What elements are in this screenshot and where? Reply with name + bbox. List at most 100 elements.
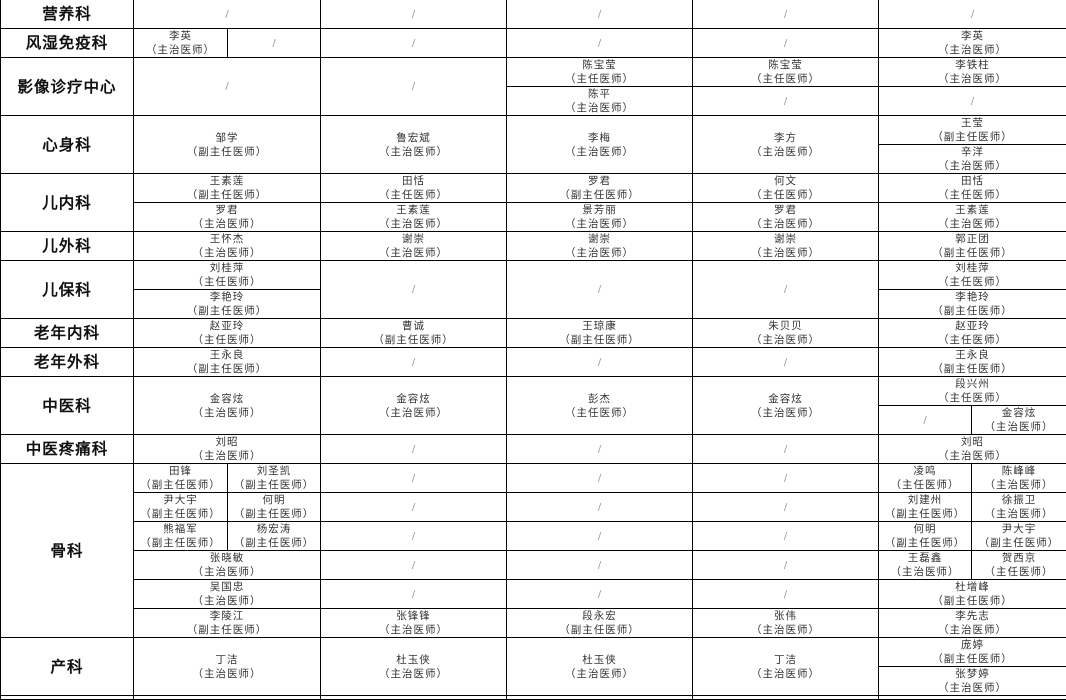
empty-slot-cell: / bbox=[692, 347, 879, 377]
doctor-name: 鲁宏斌 bbox=[396, 131, 431, 144]
doctor-cell: 王磊鑫 （主治医师） bbox=[878, 550, 972, 580]
empty-slot-cell: / bbox=[506, 347, 693, 377]
empty-slot-cell: / bbox=[692, 0, 879, 29]
doctor-title: （主治医师） bbox=[751, 667, 820, 680]
doctor-title: （主任医师） bbox=[192, 276, 262, 288]
doctor-cell: 谢崇 （主治医师） bbox=[692, 231, 879, 261]
table-row: 辛洋 （主治医师） bbox=[1, 144, 1066, 174]
doctor-name: 李先志 bbox=[955, 610, 990, 622]
doctor-name: 谢崇 bbox=[402, 233, 425, 245]
empty-slot-mark: / bbox=[597, 530, 602, 542]
table-row: 骨科 田锋 （副主任医师） 刘圣凯 （副主任医师） / / / 凌鸣 （主任医师） 陈峰峰 （主治医师… bbox=[0, 463, 1066, 638]
doctor-title: （主治医师） bbox=[751, 624, 820, 636]
department-name: 儿内科 bbox=[0, 173, 134, 232]
doctor-name: 段兴州 bbox=[955, 378, 990, 390]
empty-slot-cell: / bbox=[692, 434, 879, 464]
doctor-cell: 杜玉侠 （主治医师） bbox=[506, 637, 693, 696]
empty-slot-mark: / bbox=[783, 501, 788, 513]
doctor-cell: 李梅 （主治医师） bbox=[506, 115, 693, 174]
doctor-title: （副主任医师） bbox=[932, 131, 1013, 143]
doctor-name: 田锋 bbox=[169, 465, 192, 477]
empty-slot-cell: / bbox=[320, 579, 507, 609]
doctor-title: （主任医师） bbox=[938, 334, 1007, 346]
empty-slot-cell: / bbox=[506, 521, 693, 551]
doctor-cell: 庞婷 （副主任医师） bbox=[878, 637, 1066, 667]
doctor-name: 刘昭 bbox=[961, 436, 984, 448]
doctor-name: 金容炫 bbox=[1001, 407, 1037, 419]
table-row: 吴国忠 （主治医师） / / / 杜增峰 （副主任医师） bbox=[1, 579, 1066, 609]
doctor-cell: 景芳丽 （主治医师） bbox=[506, 202, 693, 232]
doctor-name: 丁洁 bbox=[774, 653, 797, 666]
doctor-cell: 王永良 （副主任医师） bbox=[133, 347, 321, 377]
doctor-title: （主治医师） bbox=[146, 44, 215, 56]
doctor-title: （副主任医师） bbox=[559, 624, 640, 636]
doctor-cell: 刘圣凯 （副主任医师） bbox=[227, 463, 321, 493]
doctor-cell: 李方 （主治医师） bbox=[692, 115, 879, 174]
doctor-name: 李陵江 bbox=[209, 610, 245, 622]
empty-slot-cell: / bbox=[506, 0, 693, 29]
doctor-name: 丁洁 bbox=[215, 653, 239, 666]
doctor-name: 彭杰 bbox=[588, 392, 611, 405]
doctor-name: 赵亚玲 bbox=[955, 320, 990, 332]
doctor-name: 谢崇 bbox=[774, 233, 797, 245]
doctor-cell: 刘建州 （副主任医师） bbox=[878, 492, 972, 522]
doctor-name: 谢崇 bbox=[588, 233, 611, 245]
doctor-cell: 金容炫 （主治医师） bbox=[692, 376, 879, 435]
doctor-name: 王磊鑫 bbox=[907, 552, 943, 564]
empty-slot-mark: / bbox=[783, 588, 788, 600]
doctor-name: 李梅 bbox=[588, 131, 611, 144]
doctor-name: 刘桂萍 bbox=[209, 262, 245, 274]
doctor-name: 王莹 bbox=[961, 117, 984, 129]
doctor-cell: 何明 （副主任医师） bbox=[227, 492, 321, 522]
empty-slot-cell: / bbox=[506, 434, 693, 464]
empty-slot-cell: / bbox=[878, 0, 1066, 29]
empty-slot-cell: / bbox=[320, 260, 507, 319]
empty-slot-cell: / bbox=[692, 28, 879, 58]
department-name: 老年外科 bbox=[0, 347, 134, 377]
doctor-cell: 王素莲 （主治医师） bbox=[878, 202, 1066, 232]
doctor-cell: 辛洋 （主治医师） bbox=[878, 144, 1066, 174]
table-row: 影像诊疗中心 / / 陈宝莹 （主任医师） 陈宝莹 （主任医师） 李铁柱 （主治医师） bbox=[0, 57, 1066, 116]
doctor-name: 罗君 bbox=[215, 204, 239, 216]
doctor-name: 徐振卫 bbox=[1001, 494, 1037, 506]
doctor-cell: 杨宏涛 （副主任医师） bbox=[227, 521, 321, 551]
doctor-title: （副主任医师） bbox=[186, 189, 268, 201]
doctor-name: 金容炫 bbox=[209, 392, 245, 405]
table-row-partial bbox=[0, 695, 1066, 700]
doctor-cell: 朱贝贝 （主治医师） bbox=[692, 318, 879, 348]
empty-slot-mark: / bbox=[783, 472, 788, 484]
doctor-cell: 熊福军 （副主任医师） bbox=[133, 521, 228, 551]
doctor-title: （主治医师） bbox=[938, 450, 1007, 462]
doctor-name: 陈平 bbox=[588, 88, 611, 100]
partial-cell bbox=[0, 695, 134, 700]
department-name: 风湿免疫科 bbox=[0, 28, 134, 58]
department-name: 老年内科 bbox=[0, 318, 134, 348]
doctor-cell: 尹大宇 （副主任医师） bbox=[133, 492, 228, 522]
doctor-title: （副主任医师） bbox=[932, 363, 1013, 375]
doctor-name: 杜玉侠 bbox=[396, 653, 431, 666]
empty-slot-cell: / bbox=[506, 550, 693, 580]
doctor-cell: 陈平 （主治医师） bbox=[506, 86, 693, 116]
empty-slot-mark: / bbox=[597, 356, 602, 368]
doctor-name: 杜增峰 bbox=[955, 581, 990, 593]
doctor-name: 刘圣凯 bbox=[256, 465, 292, 477]
doctor-name: 赵亚玲 bbox=[209, 320, 245, 332]
table-row: 儿内科 王素莲 （副主任医师） 田恬 （主任医师） 罗君 （副主任医师） 何文 （主任医师） 田恬… bbox=[0, 173, 1066, 232]
table-row: 张梦婷 （主治医师） bbox=[1, 666, 1066, 696]
doctor-title: （主治医师） bbox=[379, 406, 448, 419]
doctor-name: 庞婷 bbox=[961, 639, 984, 651]
empty-slot-mark: / bbox=[225, 8, 229, 20]
doctor-title: （副主任医师） bbox=[140, 537, 221, 549]
doctor-title: （主治医师） bbox=[192, 667, 262, 680]
doctor-name: 何文 bbox=[774, 175, 797, 187]
table-row: 李艳玲 （副主任医师） 李艳玲 （副主任医师） bbox=[1, 289, 1066, 319]
doctor-cell: 贺西京 （主任医师） bbox=[971, 550, 1066, 580]
doctor-name: 李艳玲 bbox=[955, 291, 990, 303]
doctor-cell: 田锋 （副主任医师） bbox=[133, 463, 228, 493]
empty-slot-mark: / bbox=[783, 284, 788, 295]
table-row: 老年内科 赵亚玲 （主任医师） 曹诚 （副主任医师） 王琼康 （副主任医师） 朱贝贝 （主治医师… bbox=[0, 318, 1066, 348]
table-row: 罗君 （主治医师） 王素莲 （主治医师） 景芳丽 （主治医师） 罗君 （主治医师） 王素莲 （主治… bbox=[1, 202, 1066, 232]
doctor-name: 吴国忠 bbox=[209, 581, 245, 593]
empty-slot-cell: / bbox=[320, 434, 507, 464]
